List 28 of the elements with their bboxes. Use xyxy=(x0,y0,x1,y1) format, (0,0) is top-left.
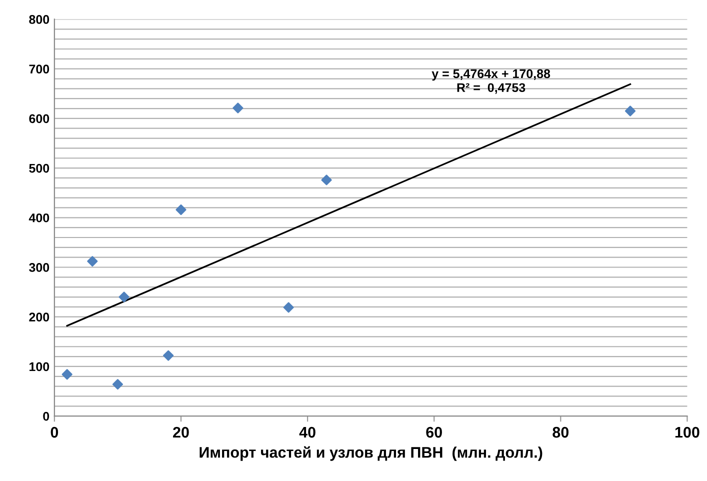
y-tick-label: 200 xyxy=(29,312,50,322)
x-tick-label: 40 xyxy=(299,426,316,438)
x-tick-label: 0 xyxy=(50,426,58,438)
y-tick-label: 400 xyxy=(28,213,50,222)
x-axis-title: Импорт частей и узлов для ПВН (млн. долл.) xyxy=(200,446,542,461)
x-tick-label: 60 xyxy=(426,426,442,438)
annotation: R² = 0,4753 xyxy=(457,83,526,94)
y-tick-label: 100 xyxy=(30,362,50,372)
x-tick-label: 80 xyxy=(552,426,569,438)
y-tick-label: 700 xyxy=(29,64,50,74)
point xyxy=(283,302,294,313)
point xyxy=(163,350,174,361)
y-tick-label: 600 xyxy=(29,114,50,124)
point xyxy=(118,292,130,302)
point xyxy=(321,174,332,186)
point xyxy=(624,106,636,116)
point xyxy=(176,204,186,216)
y-tick-label: 500 xyxy=(29,164,50,173)
annotation: y = 5,4764x + 170,88 xyxy=(432,69,550,81)
x-tick-label: 100 xyxy=(675,426,700,438)
x-tick-label: 20 xyxy=(173,426,189,438)
point xyxy=(87,256,98,267)
y-tick-label: 800 xyxy=(29,15,50,24)
y-tick-label: 0 xyxy=(43,412,50,421)
point xyxy=(62,369,72,380)
point xyxy=(112,379,124,390)
point xyxy=(232,102,244,114)
y-tick-label: 300 xyxy=(29,263,50,272)
